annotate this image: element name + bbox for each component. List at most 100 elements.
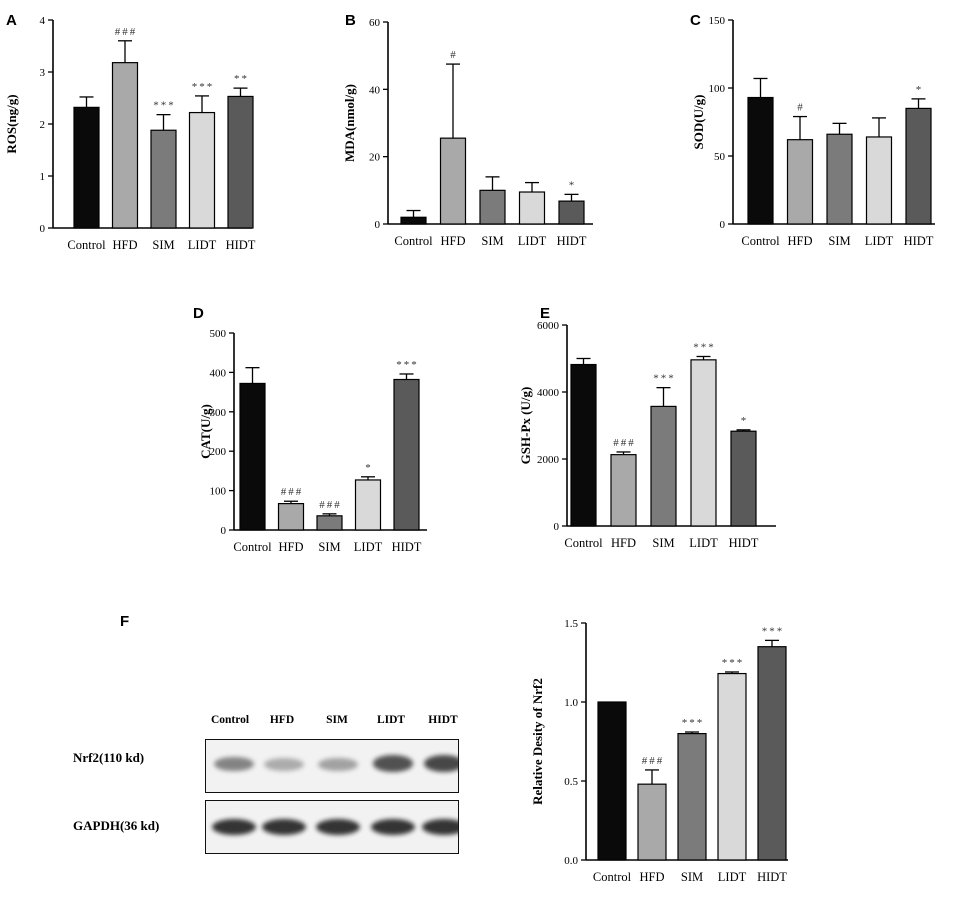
bar-hfd: [637, 783, 667, 861]
y-tick-label: 20: [369, 152, 381, 164]
chart-e: E 0 2000 4000 6000 GSH-Px (U/g) Control ### HFD *…: [518, 305, 776, 550]
blot-band-lidt: [371, 819, 415, 835]
x-tick-label-lidt: LIDT: [689, 536, 718, 550]
blot-gapdh-membrane: [205, 800, 459, 854]
y-tick-label: 300: [210, 407, 227, 419]
y-axis-label: CAT(U/g): [198, 404, 213, 459]
x-tick-label-sim: SIM: [152, 238, 174, 252]
blot-band-hidt: [424, 754, 458, 772]
blot-lane-label-lidt: LIDT: [376, 714, 406, 726]
x-tick-label-lidt: LIDT: [354, 540, 383, 554]
bar-hidt: [227, 95, 254, 229]
y-tick-label: 0: [554, 521, 560, 533]
bar-hidt: [558, 200, 585, 225]
bar-hfd: [277, 503, 305, 531]
significance-hidt: ***: [762, 625, 785, 637]
blot-lane-label-sim: SIM: [326, 714, 348, 726]
significance-hidt: *: [916, 84, 924, 96]
x-tick-label-hfd: HFD: [787, 234, 812, 248]
y-tick-label: 3: [40, 67, 46, 79]
y-tick-label: 400: [210, 367, 227, 379]
y-tick-label: 0.5: [564, 776, 578, 788]
blot-lane-label-hfd: HFD: [269, 714, 295, 726]
significance-hfd: #: [450, 49, 458, 61]
blot-band-sim: [316, 819, 360, 835]
bar-control: [597, 701, 627, 861]
significance-sim: ***: [682, 717, 705, 729]
x-tick-label-control: Control: [67, 238, 106, 252]
chart-c: C 0 50 100 150 SOD(U/g) Control # HFD SIM LIDT * HID…: [690, 12, 935, 248]
bar-hfd: [111, 62, 139, 229]
y-tick-label: 60: [369, 17, 381, 29]
x-tick-label-hidt: HIDT: [226, 238, 256, 252]
y-tick-label: 0: [375, 219, 381, 231]
y-axis-label: GSH-Px (U/g): [518, 387, 533, 465]
bar-lidt: [690, 359, 717, 527]
blot-lane-labels: Control HFD SIM LIDT HIDT: [205, 714, 467, 730]
significance-hidt: ***: [396, 359, 419, 371]
significance-hidt: *: [741, 415, 749, 427]
y-tick-label: 0.0: [564, 855, 578, 867]
x-tick-label-control: Control: [593, 870, 632, 884]
significance-hfd: ###: [281, 486, 304, 498]
x-tick-label-lidt: LIDT: [518, 234, 547, 248]
y-tick-label: 0: [40, 223, 46, 235]
x-tick-label-lidt: LIDT: [865, 234, 894, 248]
blot-band-lidt: [373, 755, 413, 772]
bar-hidt: [730, 430, 757, 527]
x-tick-label-hidt: HIDT: [392, 540, 422, 554]
y-tick-label: 1.0: [564, 697, 578, 709]
y-tick-label: 500: [210, 328, 227, 340]
x-tick-label-hidt: HIDT: [757, 870, 787, 884]
blot-row-label-nrf2: Nrf2(110 kd): [73, 750, 145, 765]
x-tick-label-control: Control: [741, 234, 780, 248]
blot-nrf2-membrane: [205, 739, 459, 793]
y-tick-label: 0: [221, 525, 227, 537]
bar-sim: [150, 129, 177, 229]
bar-sim: [316, 515, 343, 531]
y-axis-label: Relative Desity of Nrf2: [530, 678, 545, 805]
x-tick-label-lidt: LIDT: [188, 238, 217, 252]
bar-lidt: [354, 479, 382, 531]
x-tick-label-sim: SIM: [318, 540, 340, 554]
panel-letter-e: E: [540, 305, 550, 322]
significance-lidt: *: [365, 462, 373, 474]
significance-hfd: ###: [613, 437, 636, 449]
bar-sim: [677, 732, 707, 861]
blot-band-hidt: [422, 819, 458, 835]
bar-sim: [650, 405, 677, 527]
bar-hfd: [786, 139, 814, 225]
x-tick-label-hfd: HFD: [611, 536, 636, 550]
x-tick-label-control: Control: [394, 234, 433, 248]
x-tick-label-sim: SIM: [681, 870, 703, 884]
y-tick-label: 0: [720, 219, 726, 231]
bar-control: [747, 96, 774, 225]
significance-hidt: **: [234, 73, 249, 85]
blot-band-hfd: [262, 819, 306, 835]
bar-control: [239, 382, 266, 531]
y-tick-label: 4: [40, 15, 46, 27]
significance-lidt: ***: [192, 81, 215, 93]
bar-hfd: [439, 137, 467, 225]
significance-hfd: #: [797, 102, 805, 114]
y-tick-label: 2: [40, 119, 46, 131]
panel-letter-f: F: [120, 613, 130, 630]
x-tick-label-sim: SIM: [481, 234, 503, 248]
blot-band-sim: [318, 757, 358, 771]
bar-hidt: [757, 646, 787, 861]
significance-hfd: ###: [642, 755, 665, 767]
y-tick-label: 100: [210, 486, 227, 498]
significance-lidt: ***: [693, 341, 716, 353]
y-tick-label: 1.5: [564, 618, 578, 630]
significance-hidt: *: [569, 179, 577, 191]
x-tick-label-sim: SIM: [652, 536, 674, 550]
y-tick-label: 200: [210, 446, 227, 458]
blot-row-label-gapdh: GAPDH(36 kd): [73, 818, 160, 833]
bar-lidt: [717, 672, 747, 861]
bar-hfd: [610, 454, 637, 527]
x-tick-label-lidt: LIDT: [718, 870, 747, 884]
bar-sim: [479, 189, 506, 225]
bar-control: [400, 216, 427, 225]
y-tick-label: 2000: [537, 454, 560, 466]
